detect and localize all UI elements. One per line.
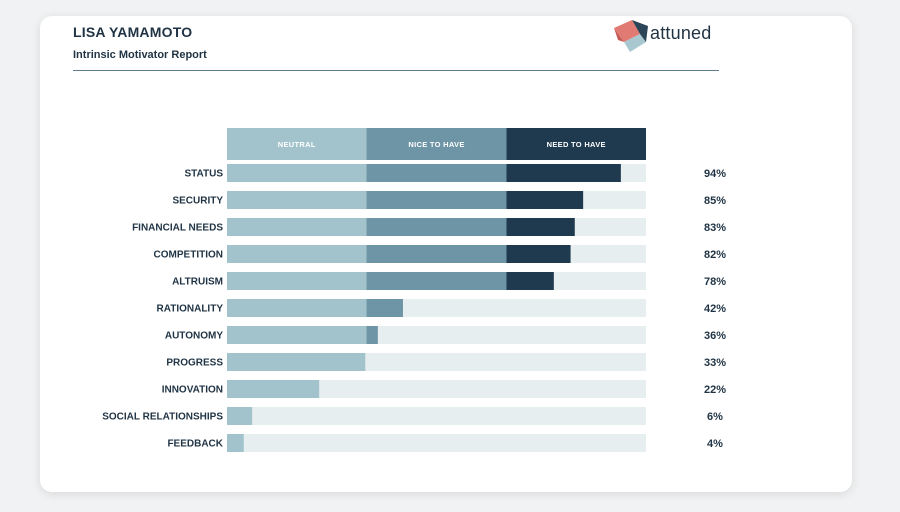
category-label: FINANCIAL NEEDS (132, 223, 223, 234)
band-header-label: NEED TO HAVE (547, 140, 606, 149)
category-label: SOCIAL RELATIONSHIPS (102, 412, 223, 423)
bar-track (227, 434, 646, 452)
value-label: 22% (704, 384, 726, 396)
bar-segment (227, 299, 367, 317)
value-label: 6% (707, 411, 723, 423)
category-label: PROGRESS (166, 358, 223, 369)
category-label: AUTONOMY (165, 331, 223, 342)
bar-segment (366, 164, 507, 182)
bar-segment (227, 272, 367, 290)
bar-segment (366, 191, 507, 209)
bar-segment (366, 272, 507, 290)
bar-segment (506, 272, 554, 290)
category-label: COMPETITION (154, 250, 223, 261)
bar-segment (227, 191, 367, 209)
value-label: 33% (704, 357, 726, 369)
bar-segment (366, 218, 507, 236)
bar-segment (366, 299, 403, 317)
attuned-logo: attuned (610, 18, 730, 54)
category-label: SECURITY (172, 196, 223, 207)
bar-track (227, 380, 646, 398)
value-label: 4% (707, 438, 723, 450)
bar-segment (227, 434, 244, 452)
bar-segment (506, 245, 571, 263)
bar-segment (506, 164, 621, 182)
bar-segment (227, 218, 367, 236)
bar-segment (227, 164, 367, 182)
band-header-1 (366, 128, 507, 160)
bar-segment (227, 326, 367, 344)
bar-segment (227, 380, 320, 398)
band-header-label: NEUTRAL (278, 140, 316, 149)
value-label: 36% (704, 330, 726, 342)
bar-segment (506, 191, 584, 209)
value-label: 82% (704, 249, 726, 261)
person-name: LISA YAMAMOTO (73, 24, 193, 40)
category-label: FEEDBACK (167, 439, 223, 450)
category-label: RATIONALITY (157, 304, 224, 315)
bar-track (227, 407, 646, 425)
bar-segment (366, 245, 507, 263)
logo-text: attuned (650, 23, 712, 43)
category-label: ALTRUISM (172, 277, 223, 288)
bar-segment (227, 245, 367, 263)
bar-segment (506, 218, 575, 236)
band-header-0 (227, 128, 367, 160)
header-divider (73, 70, 719, 71)
category-label: INNOVATION (162, 385, 223, 396)
logo-mark-icon (614, 20, 648, 52)
band-header-2 (506, 128, 646, 160)
bar-segment (227, 353, 366, 371)
report-subtitle: Intrinsic Motivator Report (73, 49, 207, 61)
category-label: STATUS (184, 169, 223, 180)
band-header-label: NICE TO HAVE (408, 140, 464, 149)
bar-segment (366, 326, 378, 344)
value-label: 42% (704, 303, 726, 315)
value-label: 78% (704, 276, 726, 288)
bar-segment (227, 407, 253, 425)
value-label: 83% (704, 222, 726, 234)
value-label: 94% (704, 168, 726, 180)
value-label: 85% (704, 195, 726, 207)
